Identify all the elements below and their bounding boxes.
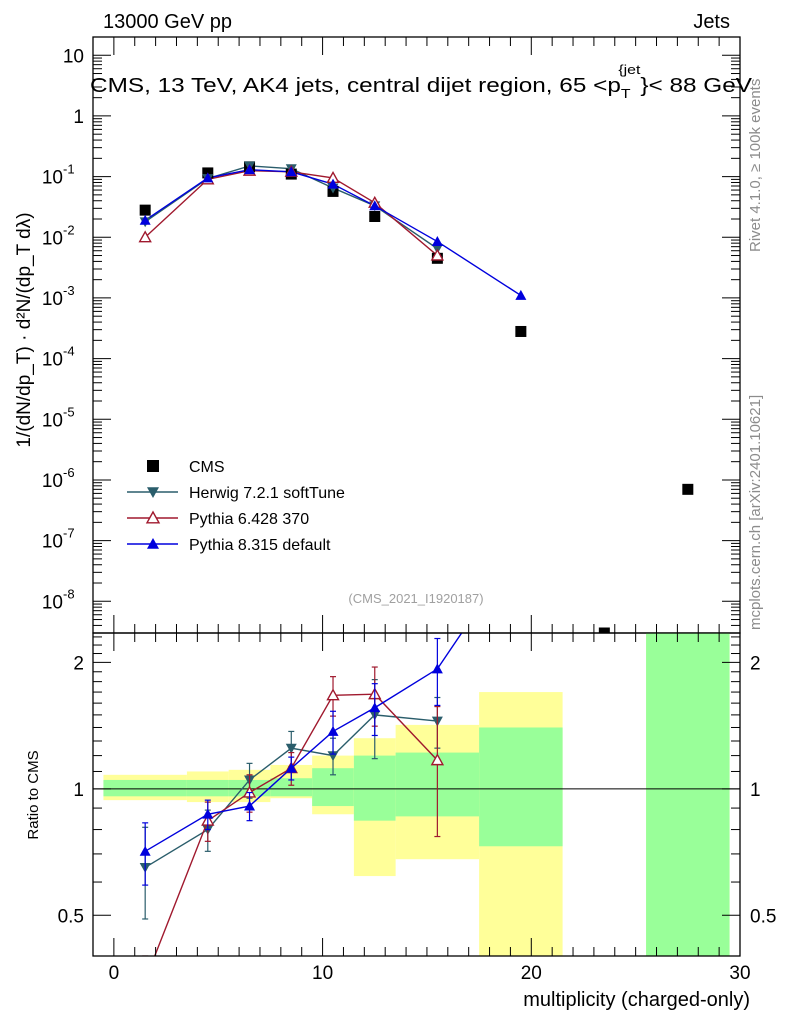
band-inner-5 (353, 755, 396, 821)
legend-label-pythia-8-315-default: Pythia 8.315 default (189, 537, 331, 554)
legend-entry-cms: CMS (147, 459, 225, 476)
main-y-tick-label-4: 10 (42, 289, 63, 310)
ratio-point-pythia-8-315-default-2 (244, 800, 256, 811)
main-point-cms-7 (515, 325, 527, 337)
main-y-tick-label-1: 1 (73, 107, 84, 128)
main-point-pythia-8-315-default-3 (285, 166, 297, 177)
main-point-pythia-8-315-default-6 (431, 236, 443, 246)
x-tick-label-1: 10 (312, 963, 333, 984)
main-point-cms-5 (369, 210, 381, 222)
ratio-y-tick-label-right-0: 0.5 (750, 906, 776, 927)
ratio-y-tick-label-left-0: 0.5 (58, 906, 84, 927)
main-y-tick-exponent-7: -6 (63, 465, 75, 480)
main-y-tick-exponent-9: -8 (63, 586, 75, 601)
ratio-point-pythia-6-428-370-4 (326, 688, 340, 701)
x-tick-label-3: 30 (729, 963, 750, 984)
ratio-point-pythia-8-315-default-4 (327, 725, 339, 736)
plot-title-sub: T (621, 86, 631, 101)
main-point-pythia-8-315-default-4 (327, 178, 339, 189)
main-point-cms-8 (598, 627, 610, 633)
plot-title-main: CMS, 13 TeV, AK4 jets, central dijet reg… (90, 75, 621, 97)
main-y-tick-label-6: 10 (42, 410, 63, 431)
main-line-pythia-6-428-370 (144, 170, 438, 257)
main-y-tick-label-0: 10 (63, 46, 84, 67)
analysis-watermark: (CMS_2021_I1920187) (348, 591, 483, 606)
plot-title-end: }< 88 GeV (640, 75, 752, 97)
header-right: Jets (693, 11, 730, 33)
legend-marker-herwig-7-2-1-softtune (147, 487, 159, 498)
legend-entry-pythia-6-428-370: Pythia 6.428 370 (127, 510, 309, 528)
main-y-tick-label-2: 10 (42, 168, 63, 189)
ratio-point-pythia-6-428-370-0 (140, 975, 151, 985)
legend-entry-pythia-8-315-default: Pythia 8.315 default (127, 537, 331, 554)
ratio-y-tick-label-left-2: 2 (73, 653, 84, 674)
ratio-point-pythia-6-428-370-6 (430, 753, 445, 766)
ratio-point-herwig-7-2-1-softtune-3 (285, 743, 297, 754)
main-data-layer (138, 161, 694, 633)
ratio-point-pythia-8-315-default-0 (139, 845, 151, 856)
main-y-tick-label-9: 10 (42, 592, 63, 613)
plot-title-sup: {jet (618, 62, 640, 77)
band-inner-9 (646, 633, 730, 956)
legend-label-herwig-7-2-1-softtune: Herwig 7.2.1 softTune (189, 485, 345, 502)
x-tick-label-2: 20 (521, 963, 542, 984)
legend: CMS Herwig 7.2.1 softTune Pythia 6.428 370… (127, 459, 345, 554)
x-tick-label-0: 0 (109, 963, 120, 984)
main-y-tick-label-5: 10 (42, 350, 63, 371)
band-inner-0 (103, 779, 187, 797)
main-y-axis-title: 1/(dN/dp_T) · d²N/(dp_T dλ) (14, 212, 35, 447)
band-inner-3 (270, 778, 313, 797)
main-point-pythia-8-315-default-7 (515, 289, 527, 300)
main-line-pythia-8-315-default (144, 168, 522, 297)
legend-label-cms: CMS (189, 459, 225, 476)
main-point-cms-0 (139, 204, 151, 216)
plot-title: CMS, 13 TeV, AK4 jets, central dijet reg… (90, 62, 753, 101)
ratio-point-pythia-8-315-default-1 (202, 808, 214, 819)
main-y-tick-label-3: 10 (42, 228, 63, 249)
main-point-cms-9 (682, 483, 694, 495)
ratio-point-pythia-8-315-default-6 (431, 663, 443, 674)
ratio-point-pythia-8-315-default-3 (285, 762, 297, 773)
ratio-data-layer (93, 540, 740, 985)
ratio-y-tick-label-right-2: 2 (750, 653, 761, 674)
main-point-pythia-8-315-default-0 (139, 214, 151, 225)
legend-marker-cms (147, 460, 159, 472)
header-left: 13000 GeV pp (103, 11, 232, 33)
main-y-axis-title-text: 1/(dN/dp_T) · d²N/(dp_T dλ) (14, 212, 35, 447)
ratio-point-pythia-8-315-default-5 (369, 702, 381, 713)
main-point-pythia-6-428-370-6 (430, 248, 445, 261)
main-point-pythia-6-428-370-0 (138, 230, 152, 243)
ratio-point-pythia-8-315-default-7 (515, 540, 526, 550)
main-point-pythia-8-315-default-1 (202, 172, 214, 183)
main-y-tick-exponent-5: -4 (63, 344, 75, 359)
ratio-frame (92, 632, 741, 957)
legend-marker-pythia-8-315-default (147, 538, 159, 549)
band-inner-7 (479, 727, 563, 847)
main-y-tick-label-8: 10 (42, 532, 63, 553)
main-y-tick-exponent-3: -2 (63, 222, 75, 237)
main-y-tick-exponent-2: -1 (63, 162, 75, 177)
mcplots-note: mcplots.cern.ch [arXiv:2401.10621] (747, 395, 764, 630)
ratio-y-tick-label-left-1: 1 (73, 780, 84, 801)
ratio-line-pythia-8-315-default (144, 633, 463, 852)
main-point-pythia-8-315-default-5 (369, 200, 381, 211)
main-y-tick-exponent-4: -3 (63, 283, 75, 298)
ratio-y-tick-label-right-1: 1 (750, 780, 761, 801)
rivet-note: Rivet 4.1.0, ≥ 100k events (747, 79, 764, 252)
main-point-pythia-8-315-default-2 (244, 164, 256, 175)
legend-entry-herwig-7-2-1-softtune: Herwig 7.2.1 softTune (127, 485, 345, 502)
ratio-y-axis-title: Ratio to CMS (25, 750, 42, 839)
legend-label-pythia-6-428-370: Pythia 6.428 370 (189, 511, 309, 528)
x-axis-title: multiplicity (charged-only) (523, 989, 750, 1011)
main-y-tick-label-7: 10 (42, 471, 63, 492)
band-inner-1 (186, 779, 229, 797)
legend-marker-pythia-6-428-370 (145, 510, 161, 524)
ratio-panel: 0.5 0.51 12 20 10 20 30 (58, 540, 776, 985)
main-y-tick-exponent-6: -5 (63, 404, 75, 419)
main-y-tick-exponent-8: -7 (63, 526, 75, 541)
